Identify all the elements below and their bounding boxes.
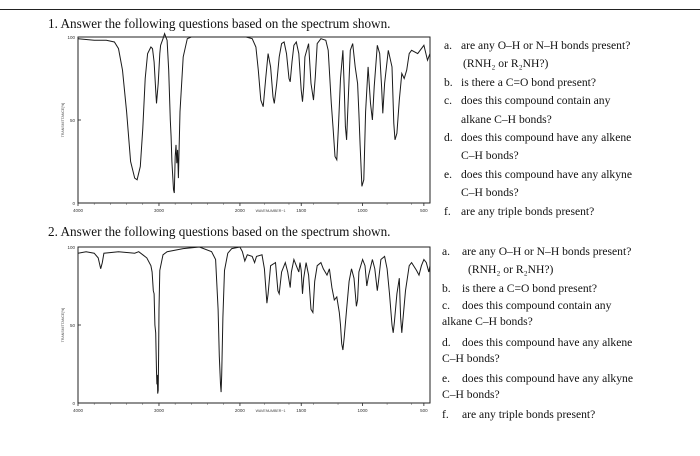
- q2-text-c2: alkane C–H bonds?: [442, 315, 533, 329]
- spectrum-2-xlabel: 4000: [73, 408, 84, 413]
- q2-item-a2: (RNH₂ or R₂NH?): [442, 261, 633, 279]
- q2-item-c: c. does this compound contain any: [442, 298, 633, 313]
- q1-item-d2: C–H bonds?: [444, 147, 632, 165]
- question-2-heading: 2. Answer the following questions based …: [48, 224, 391, 239]
- q2-marker-e: e.: [442, 372, 451, 386]
- q2-item-c2: alkane C–H bonds?: [442, 313, 633, 331]
- q2-item-a: a. are any O–H or N–H bonds present?: [442, 243, 633, 261]
- q2-marker-c: c.: [442, 299, 451, 313]
- q1-text-e: does this compound have any alkyne: [461, 167, 632, 181]
- spectrum-2-xtitle: WAVENUMBER−1: [256, 409, 286, 413]
- spectrum-2-xlabel: 1000: [358, 408, 369, 413]
- spectrum-2-ylabel: 0: [72, 401, 75, 406]
- q1-text-a: are any O–H or N–H bonds present?: [461, 39, 631, 52]
- q1-marker-d: d.: [444, 131, 453, 145]
- q2-text-c: does this compound contain any: [462, 299, 612, 313]
- q1-marker-b: b.: [444, 75, 453, 89]
- spectrum-1-ylabel: 0: [72, 201, 75, 206]
- question-2-list: a. are any O–H or N–H bonds present? (RNH…: [442, 243, 633, 425]
- spectrum-1-xlabel: 1500: [296, 208, 307, 213]
- q2-item-e: e. does this compound have any alkyne: [442, 371, 633, 386]
- spectrum-1-ylabel: 100: [67, 35, 75, 40]
- question-1-list: a. are any O–H or N–H bonds present? (RNH…: [444, 37, 632, 221]
- q1-marker-f: f.: [444, 204, 451, 218]
- q1-item-e: e. does this compound have any alkyne: [444, 166, 632, 184]
- spectrum-2-ylabel: 50: [70, 323, 76, 328]
- spectrum-1-trace: [77, 32, 431, 194]
- q1-marker-a: a.: [444, 39, 453, 52]
- spectrum-2-ylabel: 100: [67, 245, 75, 250]
- spectrum-1-xlabel: 500: [420, 208, 428, 213]
- spectrum-1-frame: [77, 36, 431, 204]
- q2-text-d: does this compound have any alkene: [462, 335, 633, 349]
- spectrum-1-xlabel: 2000: [235, 208, 246, 213]
- q2-text-a: are any O–H or N–H bonds present?: [462, 245, 632, 258]
- q1-item-c2: alkane C–H bonds?: [444, 111, 632, 129]
- spectrum-2-frame: [77, 246, 431, 404]
- q1-item-a2: (RNH₂ or R₂NH?): [444, 55, 632, 73]
- q1-item-d: d. does this compound have any alkene: [444, 129, 632, 147]
- spectrum-1-ytitle: TRANSMITTANCE[%]: [61, 103, 65, 138]
- q1-text-f: are any triple bonds present?: [461, 204, 595, 218]
- spectrum-2-trace: [77, 246, 431, 394]
- spectrum-1-xlabel: 3000: [154, 208, 165, 213]
- spectrum-2-xlabel: 3000: [154, 408, 165, 413]
- q1-text-d: does this compound have any alkene: [461, 131, 632, 145]
- q1-text-b: is there a C=O bond present?: [461, 75, 596, 89]
- q2-marker-a: a.: [442, 245, 451, 258]
- q1-item-b: b. is there a C=O bond present?: [444, 74, 632, 92]
- q2-marker-b: b.: [442, 281, 451, 295]
- q1-item-a: a. are any O–H or N–H bonds present?: [444, 37, 632, 55]
- q2-marker-f: f.: [442, 408, 449, 422]
- q2-item-f: f. are any triple bonds present?: [442, 406, 633, 424]
- q2-item-e2: C–H bonds?: [442, 386, 633, 404]
- q2-text-d2: C–H bonds?: [442, 351, 500, 365]
- top-border: [0, 0, 700, 10]
- q1-item-f: f. are any triple bonds present?: [444, 203, 632, 221]
- spectrum-2-xlabel: 2000: [235, 408, 246, 413]
- q1-marker-e: e.: [444, 167, 453, 181]
- q2-item-d: d. does this compound have any alkene: [442, 335, 633, 350]
- q1-item-e2: C–H bonds?: [444, 184, 632, 202]
- q2-marker-d: d.: [442, 335, 451, 349]
- q2-item-d2: C–H bonds?: [442, 350, 633, 368]
- spectrum-2-xlabel: 1500: [296, 408, 307, 413]
- ir-spectrum-2: 100 50 0 TRANSMITTANCE[%] 4000 3000 2000 1500 10…: [56, 241, 436, 421]
- q2-text-b: is there a C=O bond present?: [462, 281, 597, 295]
- q1-item-c: c. does this compound contain any: [444, 92, 632, 110]
- q1-text-d2: C–H bonds?: [461, 149, 519, 163]
- q1-marker-c: c.: [444, 94, 453, 108]
- spectrum-1-xlabel: 1000: [358, 208, 369, 213]
- q2-text-a2: (RNH₂ or R₂NH?): [468, 263, 554, 277]
- q2-item-b: b. is there a C=O bond present?: [442, 280, 633, 298]
- q2-text-e: does this compound have any alkyne: [462, 372, 633, 386]
- question-1-heading: 1. Answer the following questions based …: [48, 16, 391, 31]
- ir-spectrum-1: 100 50 0 TRANSMITTANCE[%] 4000 3000 2000 1500 10…: [56, 31, 436, 221]
- spectrum-1-xlabel: 4000: [73, 208, 84, 213]
- q2-text-f: are any triple bonds present?: [462, 408, 596, 422]
- q1-text-c2: alkane C–H bonds?: [461, 112, 552, 126]
- q2-text-e2: C–H bonds?: [442, 388, 500, 402]
- q1-text-a2: (RNH₂ or R₂NH?): [463, 57, 549, 71]
- spectrum-1-xtitle: WAVENUMBER−1: [256, 209, 286, 213]
- q1-text-e2: C–H bonds?: [461, 186, 519, 200]
- spectrum-2-xlabel: 500: [420, 408, 428, 413]
- spectrum-1-ylabel: 50: [70, 118, 76, 123]
- q1-text-c: does this compound contain any: [461, 94, 611, 108]
- spectrum-2-ytitle: TRANSMITTANCE[%]: [61, 308, 65, 343]
